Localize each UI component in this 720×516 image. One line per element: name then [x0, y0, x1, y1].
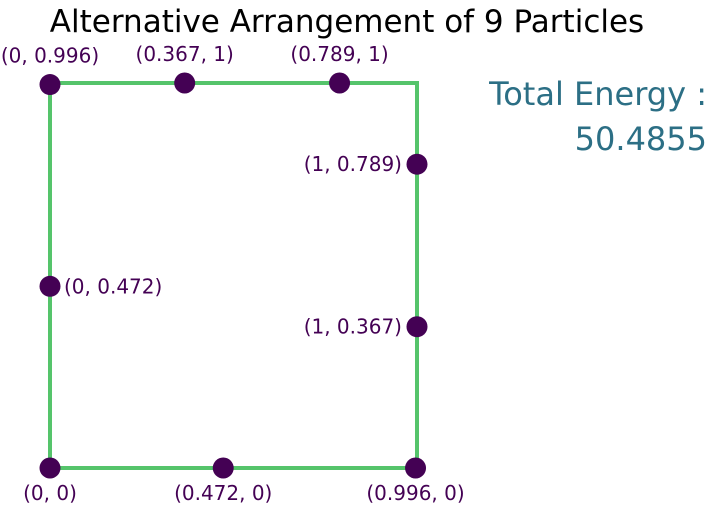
particle-label: (0.789, 1) [290, 42, 388, 66]
chart-title: Alternative Arrangement of 9 Particles [49, 4, 645, 40]
particle-point [39, 74, 61, 96]
total-energy-label: Total Energy : [489, 75, 707, 113]
particle-label: (0.472, 0) [174, 481, 272, 505]
particle-label: (0, 0.996) [1, 44, 99, 68]
particle-point [212, 457, 234, 479]
total-energy-value: 50.4855 [574, 120, 707, 158]
particle-label: (1, 0.789) [304, 152, 402, 176]
total-energy-annotation: Total Energy : 50.4855 [489, 72, 707, 162]
particle-label: (0, 0.472) [64, 274, 162, 298]
particle-label: (0, 0) [23, 481, 77, 505]
particle-point [39, 457, 61, 479]
particle-point [405, 457, 427, 479]
particle-point [329, 72, 351, 94]
particle-point [406, 153, 428, 175]
particle-point [406, 316, 428, 338]
particle-point [174, 72, 196, 94]
particle-point [39, 275, 61, 297]
particle-label: (1, 0.367) [304, 315, 402, 339]
particle-label: (0.996, 0) [366, 481, 464, 505]
particle-label: (0.367, 1) [136, 42, 234, 66]
